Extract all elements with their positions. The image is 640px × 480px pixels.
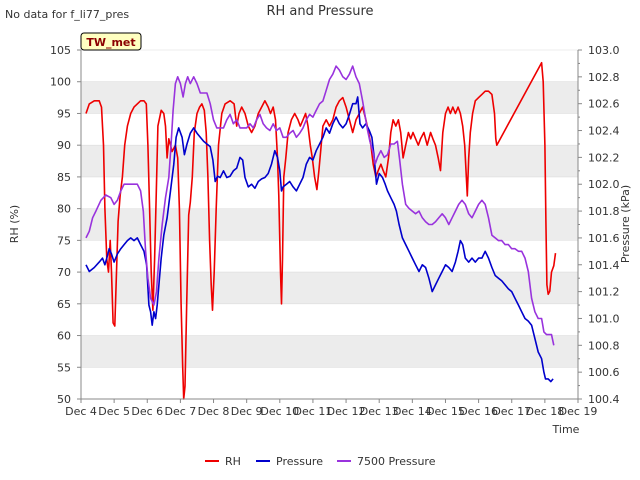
x-tick-label: Dec 8 <box>198 405 230 418</box>
y-right-tick-label: 101.2 <box>588 286 620 299</box>
grid-band <box>81 272 578 304</box>
y-right-tick-label: 101.8 <box>588 205 620 218</box>
y-left-tick-label: 80 <box>57 203 71 216</box>
x-tick-label: Dec 5 <box>98 405 130 418</box>
chart-title: RH and Pressure <box>266 4 373 19</box>
y-axis-right-label: Pressure (kPa) <box>619 185 632 263</box>
x-tick-label: Dec 18 <box>525 405 564 418</box>
y-right-tick-label: 102.4 <box>588 125 620 138</box>
background-bands <box>81 49 578 400</box>
y-left-tick-label: 100 <box>50 76 71 89</box>
legend-label-pressure: Pressure <box>276 455 323 468</box>
x-tick-label: Dec 19 <box>559 405 598 418</box>
x-tick-label: Dec 6 <box>131 405 163 418</box>
legend-label-rh: RH <box>225 455 241 468</box>
x-tick-label: Dec 13 <box>360 405 399 418</box>
y-left-tick-label: 95 <box>57 107 71 120</box>
series-line-rh <box>85 61 557 400</box>
axes <box>77 49 582 403</box>
y-right-tick-label: 101.4 <box>588 259 620 272</box>
y-right-tick-label: 101.6 <box>588 232 620 245</box>
y-left-tick-label: 70 <box>57 266 71 279</box>
x-tick-label: Dec 16 <box>459 405 498 418</box>
legend-label-7500-pressure: 7500 Pressure <box>357 455 436 468</box>
y-left-tick-label: 105 <box>50 44 71 57</box>
x-tick-label: Dec 17 <box>492 405 531 418</box>
grid-band <box>81 335 578 368</box>
y-right-tick-label: 102.8 <box>588 71 620 84</box>
y-axis-left-label: RH (%) <box>8 205 21 243</box>
x-tick-label: Dec 10 <box>260 405 299 418</box>
x-tick-label: Dec 12 <box>327 405 366 418</box>
x-axis-label: Time <box>552 423 580 436</box>
grid-band <box>81 81 578 114</box>
y-left-tick-label: 65 <box>57 298 71 311</box>
legend: RH Pressure 7500 Pressure <box>205 455 436 468</box>
series-lines <box>85 61 557 400</box>
y-left-tick-label: 60 <box>57 330 71 343</box>
station-badge-box <box>80 32 142 51</box>
y-right-tick-label: 102.6 <box>588 98 620 111</box>
y-left-tick-label: 75 <box>57 234 71 247</box>
y-right-tick-label: 102.2 <box>588 151 620 164</box>
x-tick-label: Dec 15 <box>426 405 465 418</box>
series-line-pressure <box>85 96 554 383</box>
y-left-tick-label: 85 <box>57 171 71 184</box>
y-left-tick-label: 55 <box>57 361 71 374</box>
x-tick-label: Dec 9 <box>231 405 263 418</box>
station-badge-label: TW_met <box>86 36 135 49</box>
station-badge: TW_met <box>80 32 142 51</box>
y-right-tick-label: 100.8 <box>588 339 620 352</box>
y-right-tick-label: 100.4 <box>588 393 620 406</box>
y-left-tick-label: 50 <box>57 393 71 406</box>
y-left-tick-label: 90 <box>57 139 71 152</box>
grid-band <box>81 145 578 177</box>
y-right-tick-label: 100.6 <box>588 366 620 379</box>
x-tick-label: Dec 14 <box>393 405 432 418</box>
series-line-7500-pressure <box>85 65 555 346</box>
y-right-tick-label: 103.0 <box>588 44 620 57</box>
x-tick-label: Dec 4 <box>65 405 97 418</box>
y-right-tick-label: 102.0 <box>588 178 620 191</box>
x-tick-label: Dec 11 <box>294 405 333 418</box>
y-right-tick-label: 101.0 <box>588 312 620 325</box>
x-tick-label: Dec 7 <box>165 405 197 418</box>
no-data-note: No data for f_li77_pres <box>5 8 129 21</box>
